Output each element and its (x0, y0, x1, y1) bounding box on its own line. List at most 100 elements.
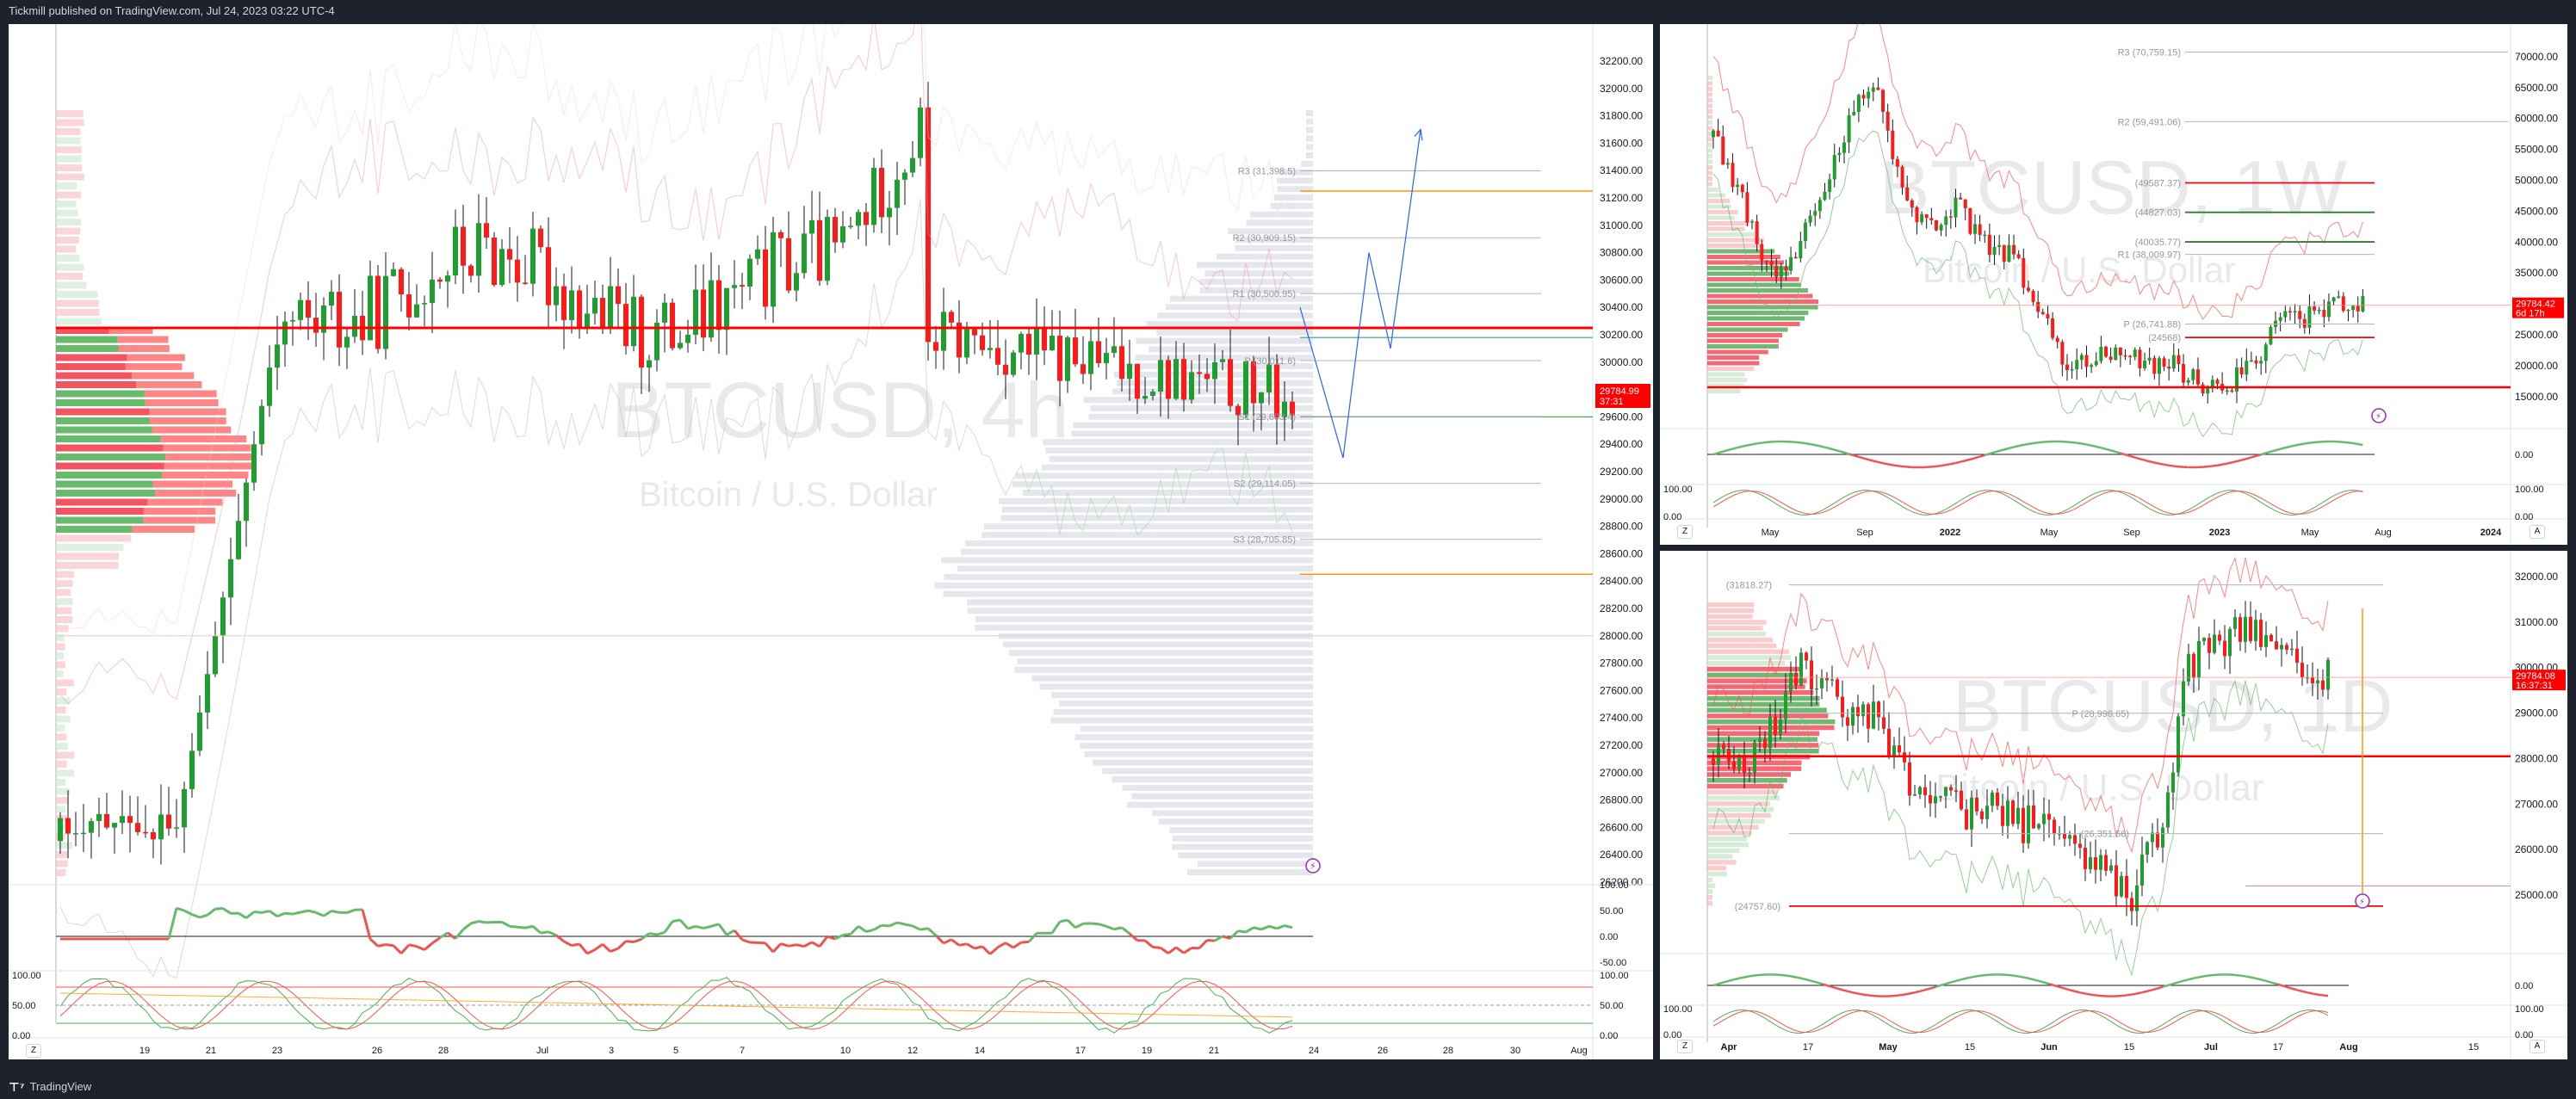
main-volume-profile-right-bar (1136, 337, 1313, 344)
weekly-z-button[interactable]: Z (1677, 525, 1693, 539)
daily-candle-body (1929, 795, 1932, 804)
main-chart-svg[interactable]: BTCUSD, 4h Bitcoin / U.S. Dollar R3 (31,39… (9, 24, 1653, 1059)
main-price-label: 31800.00 (1600, 110, 1643, 122)
main-volume-profile-bar (155, 490, 237, 497)
weekly-volume-profile-bar (1707, 367, 1755, 371)
main-volume-profile-bar (56, 589, 71, 596)
main-osc-segment (663, 920, 674, 934)
main-candle-body (848, 225, 853, 227)
main-osc-segment (478, 920, 487, 924)
main-osc-segment (788, 943, 797, 948)
weekly-level-label: (40035.77) (2135, 238, 2181, 248)
daily-volume-profile-bar (1707, 854, 1733, 859)
weekly-candle-body (2337, 296, 2341, 298)
main-candle-body (941, 312, 946, 351)
weekly-level-label: (44827.03) (2135, 208, 2181, 219)
main-volume-profile-bar (56, 263, 84, 271)
main-candle-body (740, 285, 745, 287)
main-candle-body (267, 367, 272, 406)
daily-candle-body (2006, 800, 2009, 826)
main-volume-profile-right-bar (1059, 701, 1313, 707)
daily-candle-body (1861, 704, 1865, 717)
weekly-volume-profile-bar (1707, 132, 1712, 136)
main-candle-body (592, 298, 598, 314)
main-volume-profile-bar (56, 318, 102, 325)
main-volume-profile-right-bar (1051, 692, 1313, 699)
weekly-date-label: May (2040, 528, 2059, 538)
weekly-auto-button[interactable]: A (2530, 525, 2545, 539)
main-osc-segment (974, 945, 983, 950)
weekly-osc-segment (2028, 441, 2034, 446)
daily-level-label: (26,351.56) (2081, 830, 2129, 840)
weekly-candle-body (2356, 306, 2360, 312)
main-price-label: 28200.00 (1600, 602, 1643, 614)
weekly-lightning-glyph: ⚡ (2375, 412, 2381, 422)
daily-candle-body (2042, 813, 2046, 824)
daily-chart-svg[interactable]: BTCUSD, 1D Bitcoin / U.S. Dollar (31818.27… (1660, 551, 2567, 1059)
daily-bg (1660, 551, 2567, 1059)
main-z-button[interactable]: Z (26, 1044, 41, 1058)
daily-osc-segment (2193, 976, 2200, 979)
main-volume-profile-bar (56, 219, 82, 225)
daily-volume-profile-bar (1707, 807, 1774, 812)
main-pivot-label: S1 (29,603.4) (1238, 412, 1296, 423)
weekly-volume-profile-bar (1707, 170, 1712, 176)
weekly-candle-body (2191, 369, 2195, 380)
daily-volume-profile-bar (1707, 830, 1752, 836)
weekly-volume-profile-bar (1707, 344, 1779, 349)
daily-candle-body (2027, 805, 2030, 843)
main-osc-segment (951, 938, 960, 947)
daily-volume-profile-bar (1707, 818, 1765, 824)
main-candle-body (1011, 352, 1016, 375)
main-osc-segment (439, 931, 449, 939)
main-osc-segment (648, 932, 658, 936)
daily-candle-body (2177, 716, 2180, 773)
main-candle-body (538, 228, 543, 248)
daily-osc-segment (1811, 979, 1817, 984)
main-candle-body (205, 674, 210, 713)
main-osc-segment (717, 923, 728, 936)
main-chart-panel[interactable]: BTCUSD, 4h Bitcoin / U.S. Dollar R3 (31,39… (9, 24, 1653, 1059)
main-candle-body (701, 289, 706, 338)
main-volume-profile-bar (56, 860, 68, 867)
weekly-lightning-icon (2371, 408, 2387, 423)
daily-osc-segment (1795, 976, 1802, 979)
publish-header: Tickmill published on TradingView.com, J… (0, 0, 2576, 22)
weekly-osc-segment (1727, 448, 1733, 452)
main-volume-profile-right-bar (1246, 219, 1313, 226)
main-volume-profile-right-bar (1306, 144, 1313, 151)
daily-candle-body (2001, 806, 2004, 826)
main-candle-body (1073, 337, 1078, 365)
daily-chart-panel[interactable]: BTCUSD, 1D Bitcoin / U.S. Dollar (31818.27… (1660, 551, 2567, 1059)
weekly-candle-body (1948, 216, 1953, 218)
main-price-label: 27200.00 (1600, 739, 1643, 751)
main-candle-body (569, 290, 574, 320)
main-volume-profile-bar (56, 580, 73, 587)
main-osc-segment (524, 924, 534, 929)
weekly-candle-body (1828, 179, 1832, 192)
daily-volume-profile-bar (1707, 866, 1726, 871)
weekly-candle-body (2263, 344, 2268, 361)
daily-candle-body (2326, 659, 2330, 690)
main-candle-body (1228, 359, 1233, 406)
main-osc-segment (1144, 939, 1154, 948)
weekly-osc-segment (1722, 448, 1729, 453)
main-osc-segment (827, 935, 836, 941)
main-volume-profile-right-bar (1022, 490, 1313, 496)
main-osc-segment (966, 942, 975, 950)
weekly-candle-body (1886, 111, 1890, 131)
main-candle-body (716, 280, 721, 330)
weekly-volume-profile-bar (1707, 372, 1745, 377)
main-candle-body (1088, 341, 1093, 374)
main-volume-profile-bar (118, 345, 170, 352)
daily-auto-button[interactable]: A (2530, 1040, 2545, 1053)
daily-candle-body (1743, 755, 1746, 774)
daily-osc-segment (2033, 979, 2040, 983)
daily-osc-segment (2281, 984, 2288, 989)
daily-volume-profile-bar (1707, 848, 1740, 854)
weekly-osc-segment (1756, 441, 1762, 445)
daily-osc-segment (1712, 983, 1719, 987)
daily-z-button[interactable]: Z (1677, 1040, 1693, 1053)
weekly-chart-panel[interactable]: BTCUSD, 1W Bitcoin / U.S. Dollar R3 (70,75… (1660, 24, 2567, 545)
